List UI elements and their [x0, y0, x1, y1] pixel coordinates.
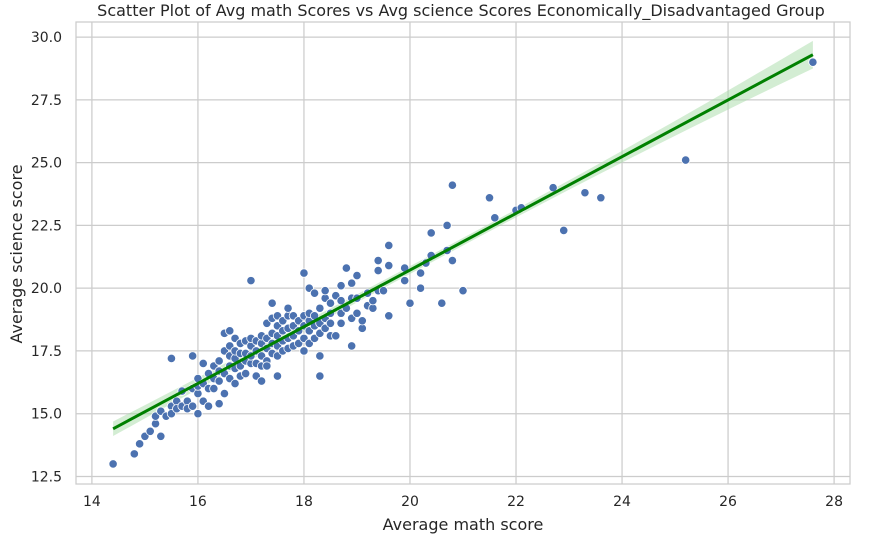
data-point [336, 281, 346, 291]
data-point [299, 346, 309, 356]
data-point [267, 298, 277, 308]
data-point [341, 263, 351, 273]
x-tick-label: 28 [825, 494, 843, 510]
y-axis-label: Average science score [7, 164, 26, 343]
data-point [230, 378, 240, 389]
data-point [262, 361, 272, 371]
data-point [373, 255, 383, 266]
data-point [336, 296, 346, 306]
data-point [347, 341, 357, 351]
y-tick-label: 27.5 [31, 93, 62, 109]
data-point [209, 383, 219, 394]
y-tick-label: 25.0 [31, 156, 62, 172]
data-point [135, 439, 145, 449]
data-point [315, 371, 325, 381]
data-point [447, 180, 457, 190]
data-point [378, 286, 389, 296]
data-point [214, 399, 224, 409]
data-point [808, 57, 818, 67]
data-point [325, 298, 336, 308]
x-tick-label: 20 [401, 494, 419, 510]
data-point [373, 265, 383, 276]
data-point [156, 431, 166, 441]
data-point [352, 270, 362, 281]
data-point [219, 389, 230, 399]
data-point [415, 268, 426, 278]
grid-lines [76, 22, 850, 484]
data-point [405, 298, 415, 308]
plot-area-frame [75, 21, 851, 485]
data-point [188, 401, 198, 411]
data-point [203, 401, 214, 411]
data-point [447, 255, 457, 266]
data-point [145, 426, 155, 436]
data-point [246, 276, 256, 286]
data-point [490, 213, 500, 223]
data-point [681, 155, 691, 165]
data-point [368, 296, 378, 306]
data-point [384, 311, 394, 321]
data-point [241, 368, 251, 379]
data-point [484, 193, 495, 203]
data-point [315, 303, 325, 313]
data-point [400, 276, 410, 286]
x-axis-ticks: 14 16 18 20 22 24 26 28 [83, 494, 843, 510]
data-point [384, 260, 394, 271]
data-point [315, 351, 325, 361]
data-point [108, 459, 118, 469]
data-point [331, 331, 341, 341]
regression-line-group [112, 53, 814, 431]
data-point [442, 220, 452, 230]
data-point [336, 318, 346, 328]
data-point [384, 240, 394, 251]
x-axis-label: Average math score [383, 515, 544, 534]
data-point [320, 286, 330, 296]
data-point [283, 303, 293, 313]
x-tick-label: 26 [719, 494, 737, 510]
data-point [458, 286, 468, 296]
y-axis-ticks: 12.5 15.0 17.5 20.0 22.5 25.0 27.5 30.0 [31, 30, 62, 485]
data-point [415, 283, 426, 293]
x-tick-label: 16 [189, 494, 207, 510]
y-tick-label: 15.0 [31, 407, 62, 423]
data-point [309, 288, 320, 298]
data-point [325, 318, 336, 328]
y-tick-label: 17.5 [31, 344, 62, 360]
data-point [299, 268, 309, 278]
data-point [580, 188, 590, 198]
y-tick-label: 22.5 [31, 218, 62, 234]
data-point [129, 449, 139, 459]
x-tick-label: 18 [295, 494, 313, 510]
data-point [357, 316, 367, 326]
data-point [214, 356, 224, 366]
data-point [272, 371, 283, 381]
chart-title: Scatter Plot of Avg math Scores vs Avg s… [97, 1, 825, 21]
data-point [256, 376, 267, 386]
x-tick-label: 14 [83, 494, 101, 510]
y-tick-label: 20.0 [31, 281, 62, 297]
data-point [437, 298, 447, 308]
data-point [166, 353, 177, 364]
y-tick-label: 30.0 [31, 30, 62, 46]
data-point [352, 308, 362, 318]
data-point [198, 358, 208, 369]
data-point [214, 376, 224, 386]
data-point [225, 326, 235, 336]
x-tick-label: 24 [613, 494, 631, 510]
data-point [347, 278, 357, 288]
data-point [426, 228, 436, 238]
data-point [559, 225, 569, 236]
y-tick-label: 12.5 [31, 469, 62, 485]
data-point [596, 193, 606, 203]
data-point [188, 351, 198, 361]
regression-line [112, 53, 814, 431]
x-tick-label: 22 [507, 494, 525, 510]
data-point [193, 409, 203, 419]
